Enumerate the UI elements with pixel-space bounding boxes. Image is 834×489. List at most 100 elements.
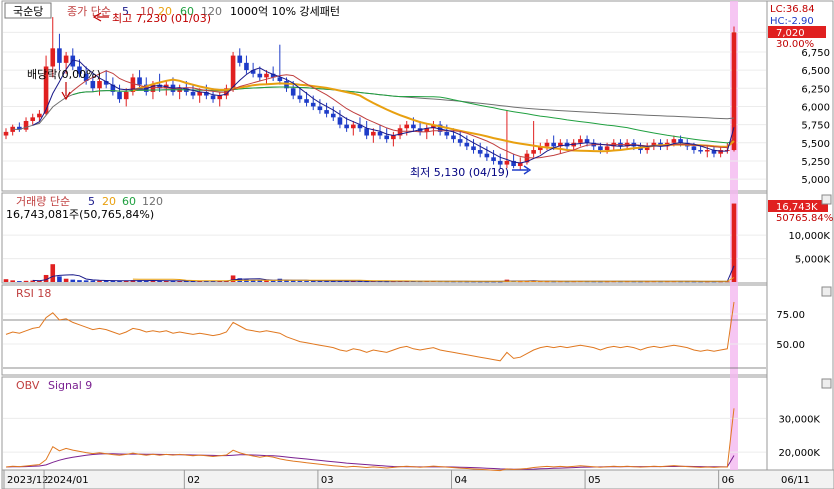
volume-bar [23, 280, 29, 282]
volume-bar [110, 280, 116, 282]
volume-bar [284, 280, 289, 282]
obv-line [5, 408, 735, 472]
candle-body [538, 146, 543, 151]
candle-body [464, 142, 470, 147]
candle-body [351, 124, 356, 129]
candle-body [651, 142, 657, 147]
volume-bar [310, 280, 316, 282]
candle-body [57, 48, 62, 63]
rsi-line [5, 301, 735, 362]
candle-body [491, 157, 496, 161]
x-axis-label: 06 [722, 475, 735, 486]
candle-body [123, 91, 129, 100]
candle-body [391, 135, 396, 140]
obv-tick-label: 20,000K [778, 448, 820, 459]
volume-bar [3, 279, 9, 282]
x-axis-label: 2023/12 [7, 475, 49, 486]
volume-bar [297, 280, 303, 282]
candle-body [10, 126, 15, 132]
price-legend-ma5: 5 [122, 5, 129, 18]
rsi-tick-label: 50.00 [776, 340, 805, 351]
candle-body [190, 91, 196, 96]
candle-body [230, 55, 236, 89]
candle-body [578, 139, 583, 143]
x-axis-label: 02 [187, 475, 200, 486]
candle-body [97, 81, 102, 89]
volume-bar [250, 280, 256, 282]
volume-tick-label: 10,000K [788, 231, 830, 242]
candle-body [43, 66, 49, 114]
candle-body [30, 117, 36, 121]
volume-layer: 10,000K 5,000K [3, 203, 830, 283]
candle-body [551, 142, 556, 147]
candle-body [70, 55, 76, 67]
price-legend-extra: 1000억 10% 강세패턴 [230, 5, 340, 18]
candle-body [204, 91, 209, 96]
candle-body [424, 128, 430, 132]
price-tick-label: 5,500 [801, 139, 830, 150]
x-axis-label: 06/11 [781, 475, 810, 486]
candle-body [644, 146, 650, 151]
volume-bar [143, 280, 149, 282]
volume-bar [324, 281, 329, 282]
volume-bar [304, 280, 309, 282]
volume-bar [77, 280, 82, 282]
rsi-panel-frame [1, 284, 768, 376]
candle-body [558, 142, 563, 147]
candle-body [250, 70, 256, 74]
candle-body [63, 55, 69, 63]
candle-body [310, 102, 316, 107]
last-pct-label: 30.00% [776, 39, 814, 50]
candle-body [364, 128, 369, 136]
vol-last-label: 16,743K [776, 202, 818, 213]
candle-body [731, 32, 737, 151]
volume-panel-close-button[interactable] [821, 194, 832, 205]
candle-body [477, 150, 483, 154]
high-annotation: 최고 7,230 (01/03) [112, 12, 211, 25]
volume-bar [270, 280, 276, 282]
volume-legend-main: 거래량 단순 [16, 195, 70, 208]
volume-bar [257, 280, 263, 282]
candle-body [497, 160, 503, 165]
last-price-label: 7,020 [776, 28, 805, 39]
price-layer: 6,750 6,500 6,250 6,000 5,750 5,500 5,250 5,000 [3, 17, 830, 186]
volume-bar [337, 281, 343, 282]
dividend-arrow [61, 82, 71, 101]
candle-body [77, 66, 82, 74]
volume-bar [30, 280, 36, 282]
volume-bar [330, 281, 336, 282]
stock-name-box[interactable] [4, 2, 52, 19]
vol-last-badge [768, 200, 828, 212]
candle-body [237, 55, 243, 63]
rsi-panel-close-button[interactable] [821, 286, 832, 297]
volume-bar [137, 280, 142, 282]
candle-body [397, 128, 403, 136]
candle-body [337, 117, 343, 125]
ma10-line [65, 70, 735, 159]
candle-body [304, 99, 309, 103]
obv-panel-close-button[interactable] [821, 378, 832, 389]
x-axis-label: 03 [321, 475, 334, 486]
price-tick-label: 6,000 [801, 102, 830, 113]
obv-panel-frame [1, 376, 768, 471]
high-arrow [92, 12, 109, 22]
candle-body [137, 77, 142, 85]
volume-bar [83, 280, 89, 282]
candle-body [83, 73, 89, 82]
price-legend-ma20: 20 [158, 5, 172, 18]
dividend-annotation: 배당락(0,00%) [27, 68, 101, 81]
volume-bar [70, 279, 76, 282]
volume-bar [163, 280, 169, 282]
volume-bar [357, 281, 363, 283]
candle-body [17, 126, 22, 130]
obv-tick-label: 30,000K [778, 414, 820, 425]
volume-bar [317, 280, 323, 282]
rsi-layer: 75.00 50.00 [3, 301, 805, 369]
obv-legend: OBV [16, 379, 40, 392]
x-axis-label: 2024/01 [47, 475, 89, 486]
candle-body [297, 95, 303, 100]
candle-body [704, 150, 710, 152]
price-tick-label: 6,250 [801, 84, 830, 95]
